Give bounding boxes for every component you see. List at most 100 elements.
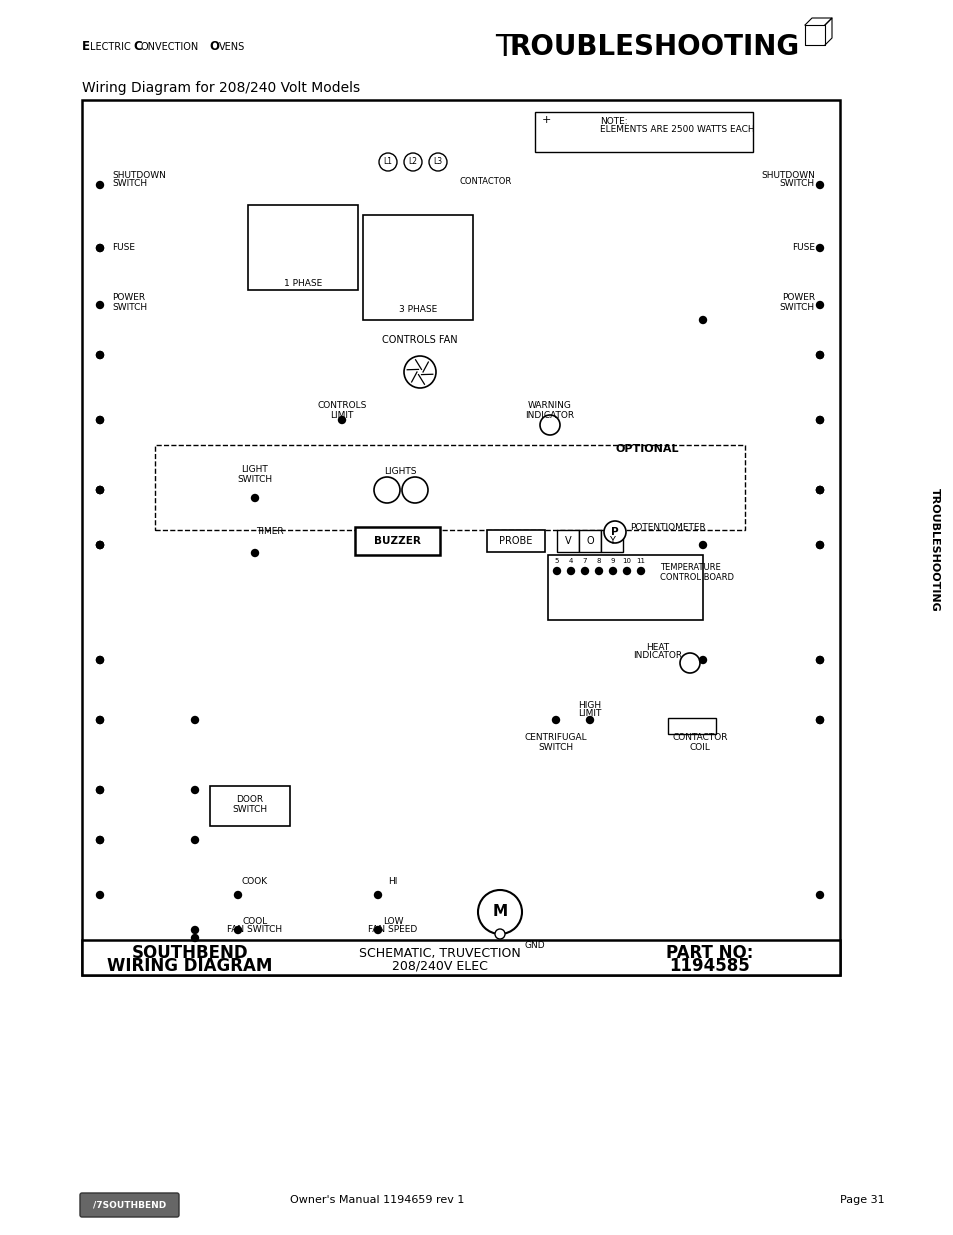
Text: HEAT: HEAT bbox=[646, 642, 669, 652]
Text: L2: L2 bbox=[408, 158, 417, 167]
Text: TEMPERATURE: TEMPERATURE bbox=[659, 563, 720, 573]
Text: +: + bbox=[541, 115, 551, 125]
Text: INDICATOR: INDICATOR bbox=[633, 652, 681, 661]
Circle shape bbox=[96, 301, 103, 309]
Text: SWITCH: SWITCH bbox=[112, 179, 147, 188]
Text: ELEMENTS ARE 2500 WATTS EACH: ELEMENTS ARE 2500 WATTS EACH bbox=[599, 126, 754, 135]
Text: 4: 4 bbox=[568, 558, 573, 564]
Text: O: O bbox=[209, 41, 219, 53]
Text: CENTRIFUGAL: CENTRIFUGAL bbox=[524, 734, 587, 742]
Circle shape bbox=[553, 568, 560, 574]
Circle shape bbox=[699, 541, 706, 548]
Circle shape bbox=[816, 245, 822, 252]
Bar bbox=[547, 555, 702, 620]
Circle shape bbox=[378, 153, 396, 170]
Text: O: O bbox=[585, 536, 593, 546]
Text: LIMIT: LIMIT bbox=[578, 709, 601, 719]
Text: INDICATOR: INDICATOR bbox=[525, 410, 574, 420]
Text: LECTRIC: LECTRIC bbox=[90, 42, 131, 52]
Text: NOTE:: NOTE: bbox=[599, 116, 627, 126]
Circle shape bbox=[477, 890, 521, 934]
Circle shape bbox=[96, 836, 103, 844]
Circle shape bbox=[816, 541, 822, 548]
Text: FAN SPEED: FAN SPEED bbox=[368, 925, 417, 935]
Text: FUSE: FUSE bbox=[112, 243, 135, 252]
Text: SWITCH: SWITCH bbox=[537, 742, 573, 752]
Bar bbox=[82, 940, 840, 974]
Circle shape bbox=[586, 716, 593, 724]
Text: T: T bbox=[495, 32, 513, 62]
Text: BUZZER: BUZZER bbox=[374, 536, 420, 546]
Circle shape bbox=[96, 245, 103, 252]
Text: Y: Y bbox=[608, 536, 615, 546]
Text: 10: 10 bbox=[622, 558, 631, 564]
Circle shape bbox=[234, 926, 241, 934]
Text: 3 PHASE: 3 PHASE bbox=[398, 305, 436, 315]
Text: P: P bbox=[611, 527, 618, 537]
Text: COIL: COIL bbox=[689, 742, 710, 752]
Text: COOK: COOK bbox=[242, 878, 268, 887]
Text: 1 PHASE: 1 PHASE bbox=[284, 279, 322, 288]
Circle shape bbox=[192, 787, 198, 794]
Circle shape bbox=[192, 836, 198, 844]
Text: LOW: LOW bbox=[382, 916, 403, 925]
Text: FUSE: FUSE bbox=[791, 243, 814, 252]
Circle shape bbox=[623, 568, 630, 574]
Text: LIGHTS: LIGHTS bbox=[383, 468, 416, 477]
Text: 1194585: 1194585 bbox=[669, 957, 750, 974]
Circle shape bbox=[567, 568, 574, 574]
Circle shape bbox=[816, 716, 822, 724]
Circle shape bbox=[429, 153, 447, 170]
Circle shape bbox=[581, 568, 588, 574]
Circle shape bbox=[816, 487, 822, 494]
Circle shape bbox=[816, 416, 822, 424]
Text: SWITCH: SWITCH bbox=[779, 179, 814, 188]
Text: Wiring Diagram for 208/240 Volt Models: Wiring Diagram for 208/240 Volt Models bbox=[82, 82, 359, 95]
Circle shape bbox=[539, 415, 559, 435]
Circle shape bbox=[96, 487, 103, 494]
Text: Page 31: Page 31 bbox=[840, 1195, 883, 1205]
Circle shape bbox=[96, 657, 103, 663]
Text: TIMER: TIMER bbox=[256, 526, 283, 536]
Bar bbox=[535, 112, 752, 152]
Circle shape bbox=[679, 653, 700, 673]
Circle shape bbox=[552, 716, 558, 724]
Text: E: E bbox=[82, 41, 90, 53]
Bar bbox=[578, 530, 600, 552]
Circle shape bbox=[96, 657, 103, 663]
Text: 5: 5 bbox=[555, 558, 558, 564]
Circle shape bbox=[252, 550, 258, 557]
Text: SWITCH: SWITCH bbox=[112, 303, 147, 311]
Text: CONTACTOR: CONTACTOR bbox=[459, 178, 512, 186]
Text: CONTACTOR: CONTACTOR bbox=[672, 734, 727, 742]
Bar bbox=[210, 785, 290, 826]
Bar bbox=[600, 530, 622, 552]
Circle shape bbox=[401, 477, 428, 503]
Circle shape bbox=[96, 416, 103, 424]
Text: LIMIT: LIMIT bbox=[330, 410, 354, 420]
Circle shape bbox=[192, 926, 198, 934]
Circle shape bbox=[699, 657, 706, 663]
Circle shape bbox=[495, 929, 504, 939]
Text: PROBE: PROBE bbox=[498, 536, 532, 546]
Text: SWITCH: SWITCH bbox=[779, 303, 814, 311]
Circle shape bbox=[96, 541, 103, 548]
FancyBboxPatch shape bbox=[80, 1193, 179, 1216]
Bar bbox=[355, 527, 439, 555]
Text: 7: 7 bbox=[582, 558, 587, 564]
Bar bbox=[154, 445, 744, 530]
Circle shape bbox=[609, 568, 616, 574]
Text: CONTROLS FAN: CONTROLS FAN bbox=[382, 335, 457, 345]
Circle shape bbox=[816, 487, 822, 494]
Text: Owner's Manual 1194659 rev 1: Owner's Manual 1194659 rev 1 bbox=[290, 1195, 464, 1205]
Circle shape bbox=[816, 716, 822, 724]
Circle shape bbox=[96, 487, 103, 494]
Text: PART NO:: PART NO: bbox=[665, 944, 753, 962]
Bar bbox=[82, 100, 840, 974]
Circle shape bbox=[96, 541, 103, 548]
Circle shape bbox=[816, 182, 822, 189]
Text: ONVECTION: ONVECTION bbox=[141, 42, 199, 52]
Text: SHUTDOWN: SHUTDOWN bbox=[760, 170, 814, 179]
Circle shape bbox=[816, 352, 822, 358]
Circle shape bbox=[699, 316, 706, 324]
